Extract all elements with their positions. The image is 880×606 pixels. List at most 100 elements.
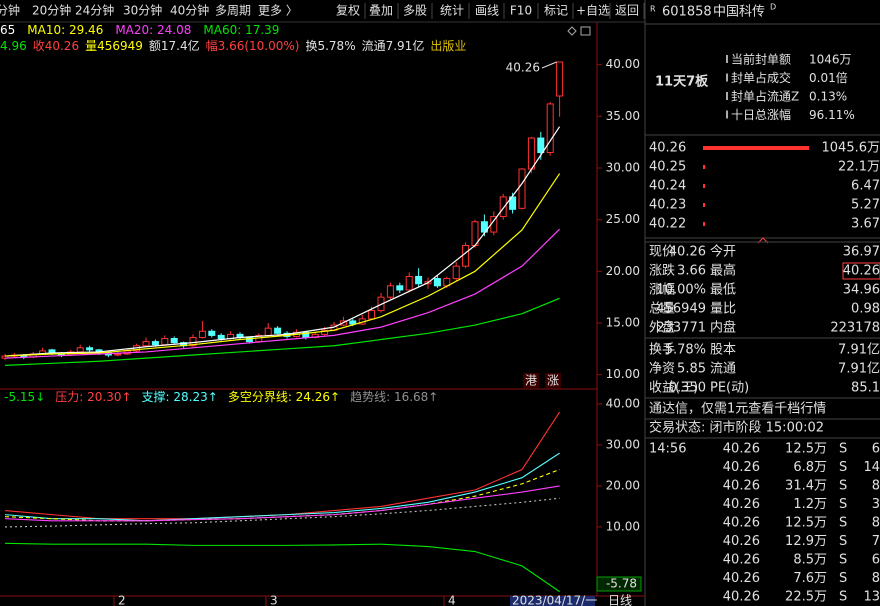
- quote-label: 现价: [649, 245, 675, 260]
- quote-label: PE(动): [710, 381, 749, 396]
- window-icon[interactable]: [580, 26, 591, 36]
- seal-label: 十日总涨幅: [731, 107, 791, 122]
- period-tab[interactable]: 分钟: [0, 3, 20, 18]
- quote-value: 7.91亿: [838, 343, 880, 358]
- book-price: 40.25: [649, 160, 686, 175]
- tick-side: S: [839, 534, 847, 549]
- toolbar-button[interactable]: 多股: [403, 4, 427, 18]
- period-tab[interactable]: 40分钟: [170, 3, 209, 18]
- diamond-icon[interactable]: [567, 26, 577, 36]
- last-value-box: [596, 576, 642, 592]
- toolbar-button[interactable]: 返回: [615, 4, 639, 18]
- quote-value: 223178: [830, 321, 880, 336]
- quote-label: 外盘: [649, 320, 675, 336]
- quote-value: 40.26: [669, 245, 706, 260]
- candle-body: [480, 221, 488, 233]
- tick-price: 40.26: [723, 497, 760, 512]
- x-tick-label: 3: [270, 594, 278, 606]
- y-tick-label: 20.00: [606, 478, 640, 492]
- collapse-arrow[interactable]: [757, 237, 769, 244]
- quote-label: 最高: [710, 263, 736, 279]
- candle-body: [537, 137, 545, 154]
- toolbar-button[interactable]: +自选: [576, 4, 610, 18]
- quote-label: 总量: [649, 302, 675, 317]
- quote-value: 10.00%: [656, 283, 706, 298]
- toolbar-button[interactable]: 统计: [440, 4, 464, 18]
- candle-body: [76, 347, 84, 353]
- book-volume: 3.67: [851, 217, 880, 232]
- quote-value: 34.96: [843, 283, 880, 298]
- toolbar-button[interactable]: F10: [510, 4, 532, 18]
- tick-count: 6: [872, 553, 880, 568]
- quote-value: 456949: [656, 302, 706, 317]
- period-label[interactable]: 日线: [608, 594, 632, 606]
- ma-line: [4, 173, 561, 357]
- toolbar-button[interactable]: 叠加: [369, 4, 393, 18]
- info-marker: [726, 55, 728, 63]
- r-flag: R: [650, 5, 656, 14]
- book-volume: 1045.6万: [822, 141, 880, 156]
- period-tab[interactable]: 24分钟: [75, 3, 114, 18]
- quote-value: 233771: [656, 321, 706, 336]
- period-tab[interactable]: 30分钟: [123, 3, 162, 18]
- y-tick-label: 40.00: [606, 57, 640, 71]
- indicator-line: [4, 452, 560, 522]
- toolbar-button[interactable]: 标记: [544, 4, 568, 18]
- candle-body: [396, 285, 404, 291]
- promo-banner[interactable]: 通达信，仅需1元查看千档行情: [649, 401, 826, 417]
- toolbar-button[interactable]: 画线: [475, 4, 499, 18]
- quote-label: 收益(三): [649, 381, 698, 396]
- badge-box: [545, 373, 561, 388]
- tick-side: S: [839, 590, 847, 605]
- book-price: 40.26: [649, 141, 686, 156]
- book-bar: [703, 146, 809, 150]
- candle-body: [499, 196, 507, 218]
- tick-volume: 12.5万: [785, 516, 827, 531]
- x-tick-label: 4: [448, 594, 456, 606]
- tick-price: 40.26: [723, 534, 760, 549]
- candle-body: [349, 320, 357, 325]
- tick-side: S: [839, 442, 847, 457]
- x-tick-label: 2: [118, 594, 126, 606]
- badge: 港: [525, 374, 537, 388]
- more-button[interactable]: 更多 〉: [258, 4, 298, 18]
- ma-line: [4, 297, 560, 366]
- period-tab[interactable]: 20分钟: [32, 3, 71, 18]
- badge: 涨: [547, 373, 559, 388]
- legend-item: 支撑: 28.23↑: [142, 389, 218, 404]
- quote-label: 量比: [710, 302, 736, 317]
- period-tab[interactable]: 多周期: [215, 4, 251, 18]
- info-marker: [726, 92, 728, 100]
- quote-label: 今开: [710, 244, 736, 260]
- toolbar-button[interactable]: 复权: [336, 4, 360, 18]
- legend-row: - -5.15↓ 压力: 20.30↑ 支撑: 28.23↑ 多空分界线: 24.26…: [0, 389, 438, 404]
- stock-name: 中国科传: [713, 5, 765, 20]
- candle-body: [198, 330, 206, 338]
- candle-body: [433, 278, 441, 287]
- tick-price: 40.26: [723, 553, 760, 568]
- tick-count: 8: [872, 571, 880, 586]
- indicator-line: [4, 485, 560, 522]
- quote-value: 5.85: [677, 362, 706, 377]
- quote-label: 涨幅: [649, 283, 675, 298]
- y-tick-label: 15.00: [606, 316, 640, 330]
- tick-price: 40.26: [723, 442, 760, 457]
- y-tick-label: 30.00: [606, 161, 640, 175]
- seal-value: 0.01倍: [809, 70, 848, 85]
- y-tick-label: 25.00: [606, 212, 640, 226]
- legend-item: - -5.15↓: [0, 390, 45, 404]
- candle-body: [386, 285, 394, 298]
- book-bar: [703, 203, 705, 207]
- legend-item: 65: [0, 23, 15, 37]
- seal-value: 0.13%: [809, 90, 847, 104]
- legend-item: 趋势线: 16.68↑: [350, 390, 438, 404]
- indicator-line: [4, 497, 560, 528]
- tick-count: 8: [872, 516, 880, 531]
- quote-value: 85.1: [851, 381, 880, 396]
- tick-count: 8: [872, 479, 880, 494]
- tick-side: S: [839, 479, 847, 494]
- book-bar: [703, 165, 706, 169]
- tick-volume: 6.8万: [793, 460, 827, 475]
